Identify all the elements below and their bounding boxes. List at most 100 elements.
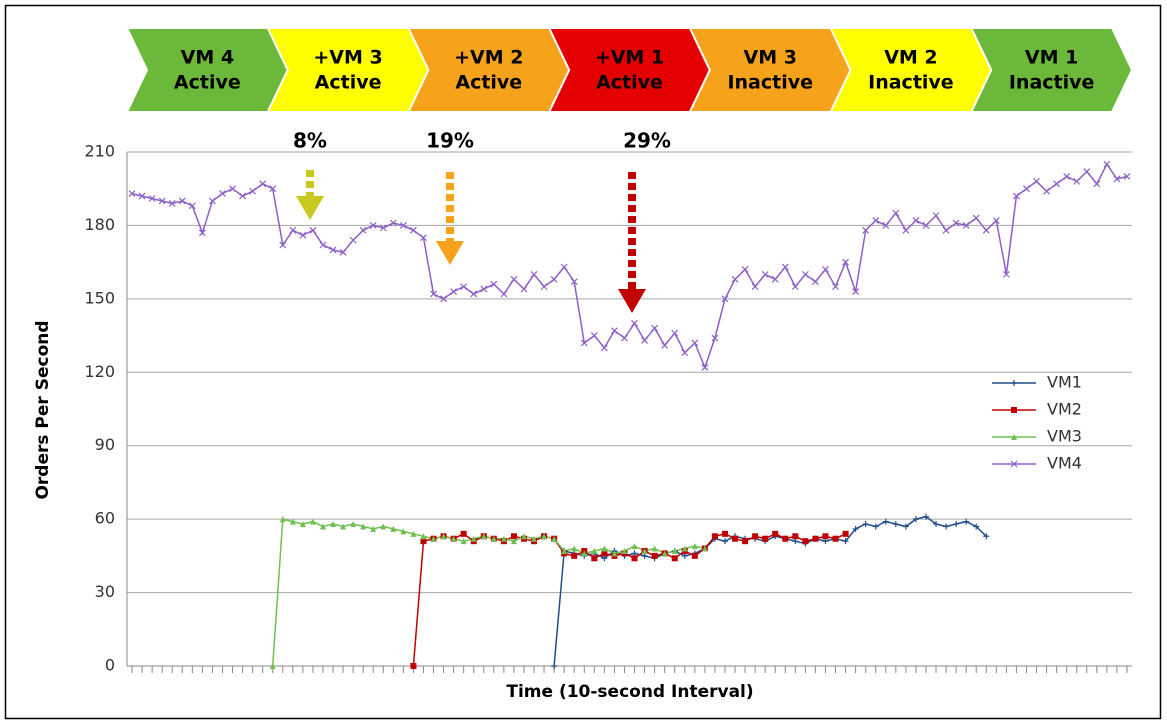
- point: [842, 258, 849, 266]
- y-tick-label: 210: [84, 142, 115, 161]
- point: [531, 535, 538, 542]
- stage-chevron: [406, 27, 571, 113]
- stage-label: VM 3: [743, 47, 796, 69]
- point: [1033, 177, 1040, 185]
- stage-label: VM 1: [1025, 47, 1078, 69]
- point: [591, 547, 598, 554]
- point: [872, 217, 880, 224]
- point: [611, 327, 618, 335]
- point: [541, 533, 548, 540]
- point: [922, 222, 930, 229]
- point: [148, 195, 156, 202]
- point: [631, 555, 638, 562]
- point: [782, 535, 789, 542]
- legend-label: VM4: [1047, 454, 1082, 473]
- point: [651, 324, 659, 332]
- point: [440, 533, 447, 540]
- annotation-label: 8%: [293, 129, 327, 153]
- point: [490, 535, 497, 542]
- point: [1053, 180, 1061, 188]
- point: [761, 270, 769, 278]
- point: [510, 275, 518, 283]
- point: [661, 550, 668, 557]
- point: [309, 518, 316, 525]
- point: [892, 521, 899, 528]
- point: [601, 550, 608, 557]
- point: [329, 246, 337, 254]
- point: [691, 543, 698, 550]
- annotation-label: 29%: [623, 129, 671, 153]
- point: [229, 185, 236, 193]
- point: [671, 555, 678, 562]
- point: [852, 288, 860, 295]
- point: [983, 533, 990, 540]
- point: [400, 528, 407, 535]
- point: [822, 266, 829, 273]
- point: [892, 209, 900, 217]
- point: [762, 535, 769, 542]
- point: [279, 241, 287, 249]
- point: [420, 234, 427, 242]
- y-tick-label: 90: [95, 435, 115, 454]
- point: [1010, 460, 1018, 468]
- point: [561, 547, 568, 554]
- point: [852, 525, 859, 532]
- point: [430, 290, 437, 298]
- point: [1043, 187, 1050, 195]
- point: [932, 212, 940, 220]
- point: [943, 523, 950, 530]
- point: [862, 521, 869, 528]
- point: [309, 226, 317, 234]
- y-tick-label: 150: [84, 288, 115, 307]
- point: [1063, 173, 1071, 180]
- point: [842, 538, 849, 545]
- point: [571, 545, 578, 552]
- point: [832, 535, 839, 542]
- point: [721, 538, 728, 545]
- point: [752, 533, 759, 540]
- stage-label: Inactive: [1009, 72, 1095, 94]
- stage-label: Inactive: [868, 72, 954, 94]
- point: [420, 538, 427, 545]
- point: [711, 533, 718, 540]
- point: [802, 538, 809, 545]
- stage-chevron: [547, 27, 711, 113]
- y-tick-label: 180: [84, 215, 115, 234]
- stage-chevron: [688, 27, 852, 113]
- series-line: [131, 162, 1128, 370]
- point: [701, 363, 709, 371]
- point: [681, 545, 688, 552]
- point: [490, 280, 498, 288]
- point: [570, 278, 578, 286]
- point: [128, 190, 136, 198]
- point: [590, 332, 598, 339]
- point: [651, 545, 658, 552]
- point: [581, 550, 588, 557]
- point: [571, 552, 578, 559]
- point: [791, 283, 799, 291]
- point: [580, 339, 588, 347]
- point: [299, 521, 306, 528]
- point: [551, 535, 558, 542]
- point: [812, 278, 819, 286]
- point: [1012, 192, 1020, 200]
- point: [430, 535, 437, 542]
- point: [691, 552, 698, 559]
- point: [882, 222, 890, 229]
- point: [872, 523, 879, 530]
- point: [269, 663, 276, 669]
- point: [520, 285, 528, 293]
- point: [631, 543, 638, 550]
- point: [701, 545, 708, 552]
- point: [480, 285, 488, 293]
- point: [440, 295, 447, 303]
- point: [631, 319, 638, 327]
- point: [289, 518, 296, 525]
- point: [188, 202, 196, 210]
- stage-chevron: [125, 27, 289, 113]
- point: [510, 538, 517, 545]
- legend-label: VM1: [1047, 373, 1082, 392]
- point: [369, 222, 377, 229]
- point: [289, 226, 297, 234]
